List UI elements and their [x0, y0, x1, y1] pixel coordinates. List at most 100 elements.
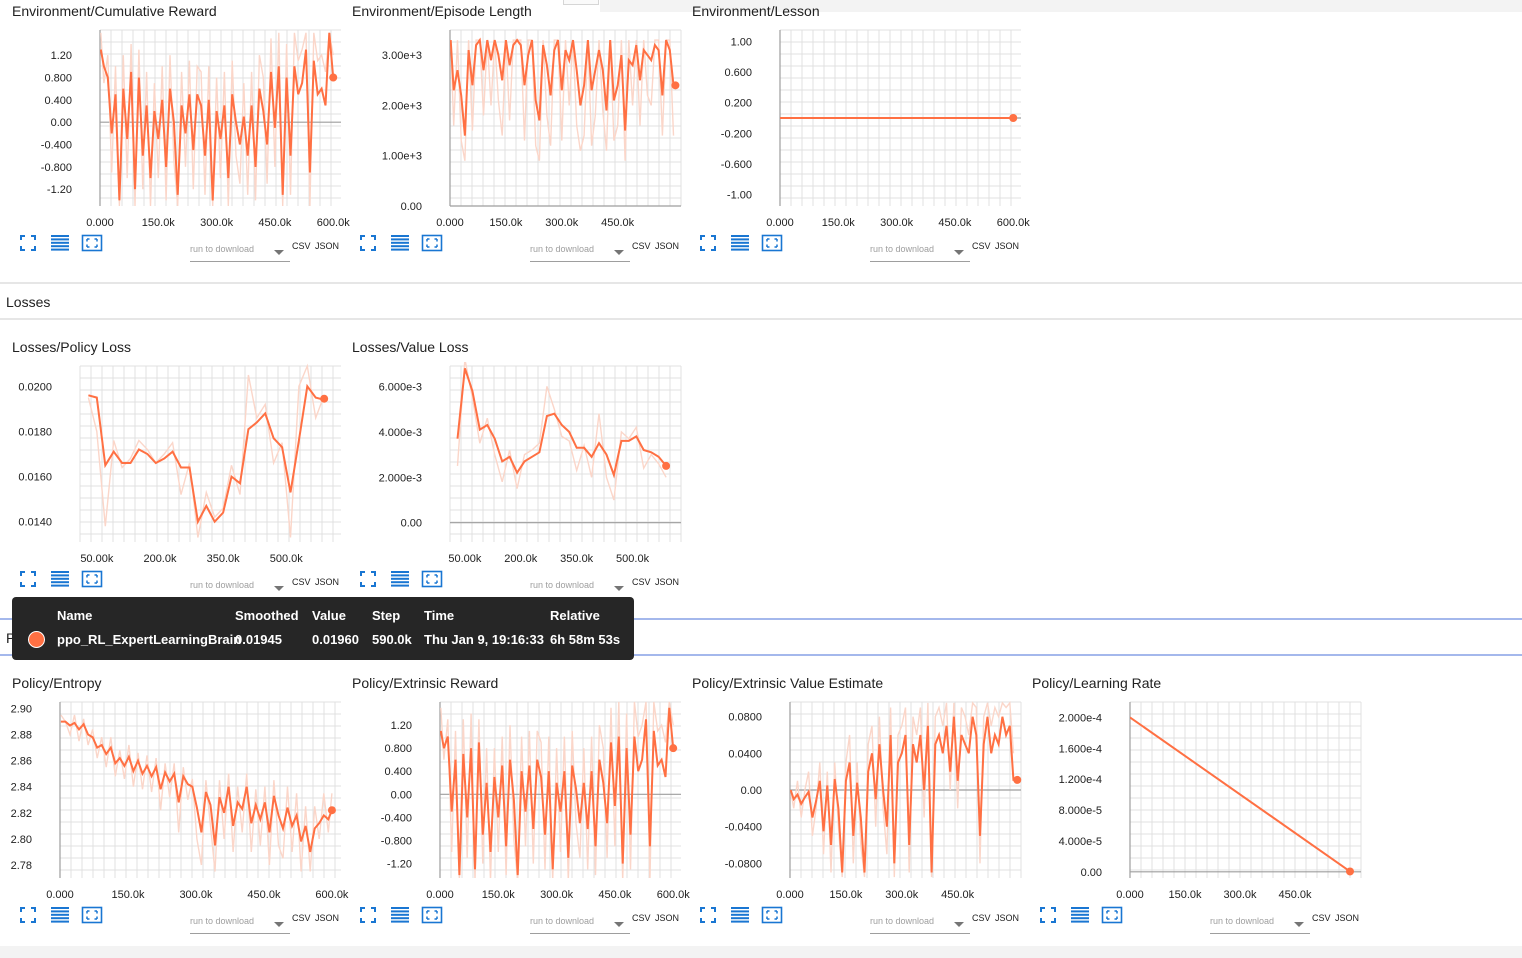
chart-plot-ext-reward[interactable]: 1.20 0.800 0.400 0.00 -0.400 -0.800 -1.20 0.000…	[340, 696, 690, 902]
y-tick-label: 2.78	[11, 860, 32, 872]
tooltip-header-step: Step	[372, 608, 401, 623]
expand-icon[interactable]	[697, 232, 719, 254]
run-download-select[interactable]: run to download	[190, 578, 290, 598]
download-csv-link[interactable]: CSV	[632, 577, 651, 587]
chart-card-value-loss: Losses/Value Loss 6.000e-3 4.000e-3 2.000e-…	[340, 336, 682, 598]
y-tick-label: 0.200	[724, 98, 752, 110]
download-csv-link[interactable]: CSV	[292, 577, 311, 587]
download-csv-link[interactable]: CSV	[292, 913, 311, 923]
series-smoothed-line[interactable]	[100, 32, 335, 201]
download-json-link[interactable]: JSON	[995, 241, 1020, 251]
x-tick-label: 500.0k	[616, 553, 650, 565]
fit-domain-icon[interactable]	[421, 904, 443, 926]
expand-icon[interactable]	[1037, 904, 1059, 926]
y-tick-label: 0.0160	[18, 472, 52, 484]
download-json-link[interactable]: JSON	[655, 913, 680, 923]
download-json-link[interactable]: JSON	[315, 241, 340, 251]
y-tick-label: -0.800	[41, 162, 72, 174]
series-smoothed-line[interactable]	[60, 720, 333, 853]
list-icon[interactable]	[389, 232, 411, 254]
expand-icon[interactable]	[357, 232, 379, 254]
expand-icon[interactable]	[17, 232, 39, 254]
series-smoothed-line[interactable]	[440, 707, 675, 876]
chart-toolbar: run to download CSV JSON	[680, 232, 1020, 262]
run-download-select[interactable]: run to download	[870, 914, 970, 934]
series-smoothed-line[interactable]	[1130, 716, 1351, 873]
series-smoothed-line[interactable]	[456, 367, 667, 479]
dropdown-arrow-icon	[614, 922, 624, 927]
download-csv-link[interactable]: CSV	[632, 913, 651, 923]
fit-domain-icon[interactable]	[761, 904, 783, 926]
x-tick-label: 450.0k	[1278, 889, 1312, 901]
tooltip-value: 0.01960	[312, 632, 359, 647]
fit-domain-icon[interactable]	[81, 232, 103, 254]
expand-icon[interactable]	[697, 904, 719, 926]
chart-plot-policy-loss[interactable]: 0.0200 0.0180 0.0160 0.0140 50.00k 200.0k 350.…	[0, 360, 341, 566]
y-tick-label: 0.0800	[728, 712, 762, 724]
download-json-link[interactable]: JSON	[315, 913, 340, 923]
download-csv-link[interactable]: CSV	[292, 241, 311, 251]
run-download-select[interactable]: run to download	[870, 242, 970, 262]
list-icon[interactable]	[729, 904, 751, 926]
fit-domain-icon[interactable]	[421, 568, 443, 590]
expand-icon[interactable]	[357, 568, 379, 590]
download-csv-link[interactable]: CSV	[972, 913, 991, 923]
list-icon[interactable]	[49, 232, 71, 254]
y-tick-label: -0.400	[381, 812, 412, 824]
y-tick-label: 2.80	[11, 834, 32, 846]
run-download-select[interactable]: run to download	[190, 914, 290, 934]
x-tick-label: 300.0k	[179, 889, 213, 901]
x-tick-label: 150.0k	[1168, 889, 1202, 901]
run-download-select[interactable]: run to download	[530, 914, 630, 934]
list-icon[interactable]	[49, 568, 71, 590]
list-icon[interactable]	[729, 232, 751, 254]
last-value-marker	[662, 461, 671, 470]
chart-toolbar: run to download CSV JSON	[0, 904, 340, 934]
chart-plot-lr[interactable]: 2.000e-4 1.600e-4 1.200e-4 8.000e-5 4.000e-5…	[1020, 696, 1362, 902]
x-tick-label: 150.0k	[489, 217, 523, 229]
list-icon[interactable]	[49, 904, 71, 926]
run-download-select[interactable]: run to download	[530, 242, 630, 262]
y-tick-label: 1.00e+3	[382, 151, 422, 163]
download-json-link[interactable]: JSON	[315, 577, 340, 587]
x-tick-label: 350.0k	[207, 553, 241, 565]
section-title-losses: Losses	[6, 294, 51, 310]
fit-domain-icon[interactable]	[1101, 904, 1123, 926]
chart-plot-cum-reward[interactable]: 1.20 0.800 0.400 0.00 -0.400 -0.800 -1.20 0.000…	[0, 24, 350, 230]
fit-domain-icon[interactable]	[81, 904, 103, 926]
tooltip-run-name: ppo_RL_ExpertLearningBrain	[57, 632, 242, 647]
run-select-placeholder: run to download	[530, 244, 595, 254]
chart-plot-value-loss[interactable]: 6.000e-3 4.000e-3 2.000e-3 0.00 50.00k 200.0k…	[340, 360, 682, 566]
download-json-link[interactable]: JSON	[655, 577, 680, 587]
fit-domain-icon[interactable]	[421, 232, 443, 254]
download-json-link[interactable]: JSON	[1335, 913, 1360, 923]
dropdown-arrow-icon	[274, 586, 284, 591]
chart-plot-ext-value[interactable]: 0.0800 0.0400 0.00 -0.0400 -0.0800 0.000 150.0…	[680, 696, 1022, 902]
chart-plot-ep-length[interactable]: 3.00e+3 2.00e+3 1.00e+3 0.00 0.000 150.0k 300.…	[340, 24, 682, 230]
chart-plot-lesson[interactable]: 1.00 0.600 0.200 -0.200 -0.600 -1.00 0.000 150.…	[680, 24, 1030, 230]
download-json-link[interactable]: JSON	[655, 241, 680, 251]
x-tick-label: 450.0k	[938, 217, 972, 229]
fit-domain-icon[interactable]	[761, 232, 783, 254]
list-icon[interactable]	[389, 568, 411, 590]
list-icon[interactable]	[389, 904, 411, 926]
expand-icon[interactable]	[17, 904, 39, 926]
download-json-link[interactable]: JSON	[995, 913, 1020, 923]
download-csv-link[interactable]: CSV	[632, 241, 651, 251]
run-download-select[interactable]: run to download	[190, 242, 290, 262]
section-header-losses[interactable]: Losses	[0, 282, 1522, 320]
series-smoothed-line[interactable]	[88, 383, 325, 525]
last-value-marker	[329, 73, 338, 82]
series-smoothed-line[interactable]	[450, 37, 675, 136]
series-smoothed-line[interactable]	[790, 716, 1015, 873]
run-download-select[interactable]: run to download	[1210, 914, 1310, 934]
y-tick-label: 0.600	[724, 67, 752, 79]
chart-plot-entropy[interactable]: 2.90 2.88 2.86 2.84 2.82 2.80 2.78 0.000 150.0k 3…	[0, 696, 349, 902]
run-download-select[interactable]: run to download	[530, 578, 630, 598]
download-csv-link[interactable]: CSV	[972, 241, 991, 251]
expand-icon[interactable]	[17, 568, 39, 590]
expand-icon[interactable]	[357, 904, 379, 926]
list-icon[interactable]	[1069, 904, 1091, 926]
download-csv-link[interactable]: CSV	[1312, 913, 1331, 923]
fit-domain-icon[interactable]	[81, 568, 103, 590]
